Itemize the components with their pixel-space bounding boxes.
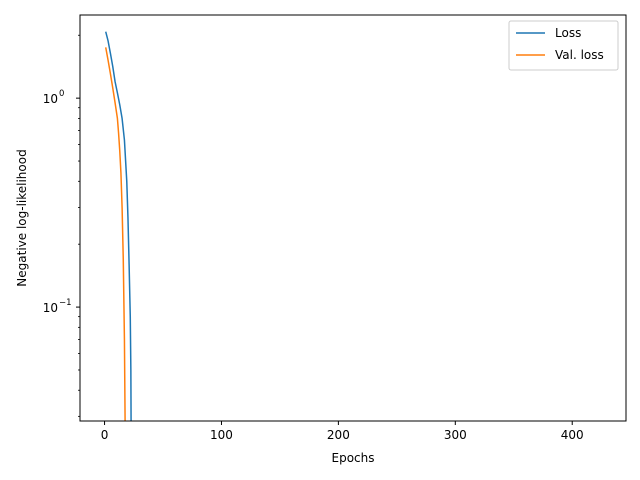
x-tick-label: 100: [210, 428, 233, 442]
legend-label-loss: Loss: [555, 26, 581, 40]
y-tick-exponent: 0: [59, 89, 64, 99]
plot-area-frame: [79, 14, 627, 422]
y-tick-label: 10: [43, 92, 58, 106]
x-axis: 0 100 200 300 400: [101, 421, 584, 442]
series-line-loss: [104, 31, 132, 421]
y-tick-exponent: −1: [59, 298, 72, 308]
legend-label-val-loss: Val. loss: [555, 48, 604, 62]
x-tick-label: 300: [444, 428, 467, 442]
x-tick-label: 200: [327, 428, 350, 442]
series-line-val-loss: [104, 47, 126, 421]
x-tick-label: 0: [101, 428, 109, 442]
legend: Loss Val. loss: [508, 20, 619, 71]
series-layer: [104, 31, 132, 421]
x-tick-label: 400: [561, 428, 584, 442]
y-tick-label: 10: [43, 301, 58, 315]
x-axis-label: Epochs: [332, 451, 375, 465]
y-axis-label: Negative log-likelihood: [15, 149, 29, 286]
